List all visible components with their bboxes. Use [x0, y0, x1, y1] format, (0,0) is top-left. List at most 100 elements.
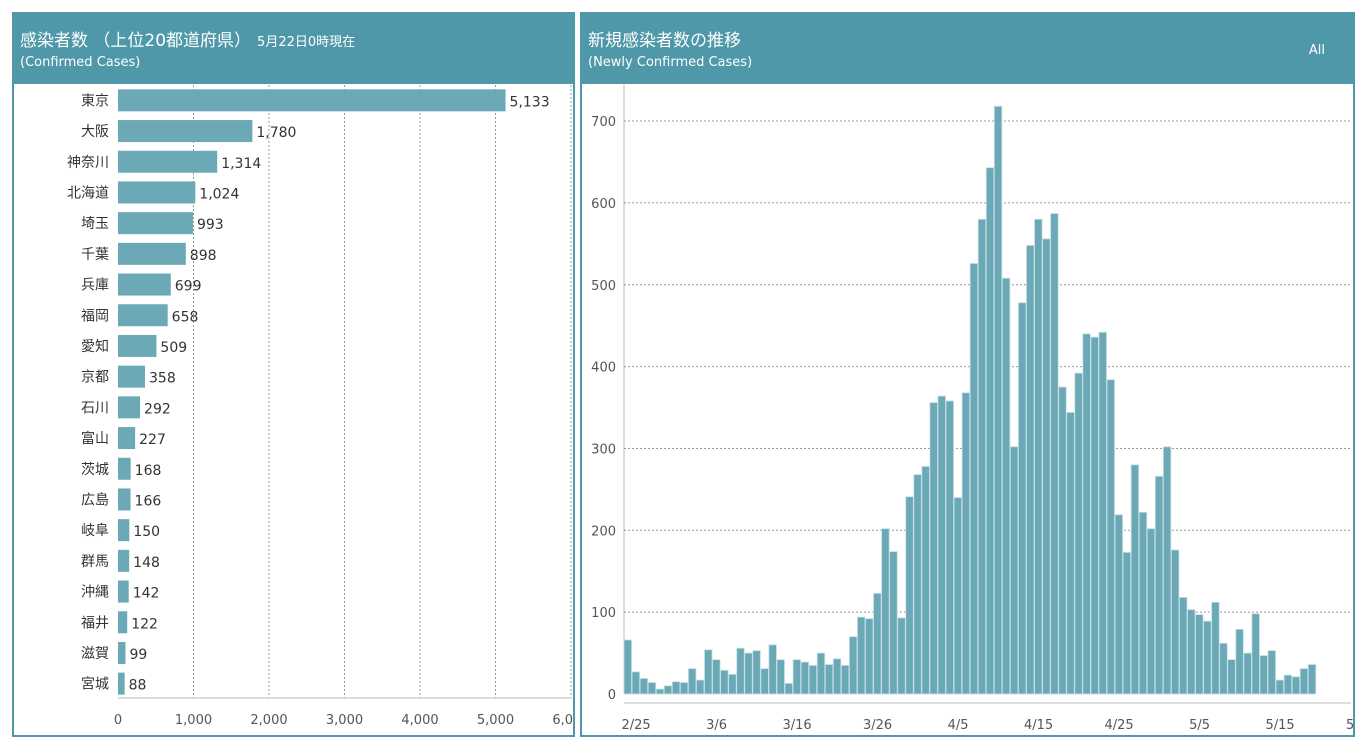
daily-bar — [816, 652, 826, 695]
daily-bar — [768, 644, 777, 695]
x-tick-label: 0 — [114, 713, 122, 728]
daily-bar — [1211, 601, 1220, 695]
bar — [118, 672, 125, 695]
daily-bar — [1122, 551, 1132, 695]
category-label: 岐阜 — [81, 522, 109, 539]
x-tick-label: 5/15 — [1265, 718, 1294, 733]
daily-bar — [639, 678, 649, 695]
bar — [118, 242, 186, 265]
daily-bar — [1179, 597, 1188, 695]
daily-bar — [728, 673, 737, 695]
bar — [118, 427, 136, 450]
daily-bar — [712, 659, 721, 695]
daily-bar — [1050, 213, 1059, 695]
left-panel-header: 感染者数 （上位20都道府県） 5月22日0時現在 (Confirmed Case… — [14, 14, 573, 84]
daily-bar — [679, 682, 689, 695]
right-panel-title: 新規感染者数の推移 — [588, 31, 741, 51]
daily-bar — [993, 105, 1003, 695]
x-tick-label: 5/25 — [1346, 718, 1353, 733]
daily-bar — [1227, 659, 1236, 695]
daily-bar — [977, 218, 987, 695]
y-tick-label: 700 — [591, 115, 616, 130]
daily-bar — [800, 661, 810, 695]
all-filter-button[interactable]: All — [1308, 43, 1325, 58]
value-label: 148 — [133, 555, 160, 571]
daily-bar — [840, 664, 850, 695]
x-tick-label: 2,000 — [250, 713, 287, 728]
category-label: 京都 — [81, 370, 109, 386]
category-label: 北海道 — [67, 185, 109, 201]
category-label: 神奈川 — [67, 155, 109, 171]
bar — [118, 304, 168, 327]
x-tick-label: 3,000 — [326, 713, 363, 728]
daily-bar — [1154, 475, 1164, 695]
daily-bar — [1251, 613, 1260, 695]
value-label: 168 — [135, 463, 162, 479]
daily-bar — [1171, 549, 1180, 695]
value-label: 166 — [135, 493, 162, 509]
daily-bar — [647, 682, 657, 695]
daily-bar — [1187, 609, 1196, 695]
daily-bar — [808, 664, 818, 695]
bar — [118, 641, 126, 664]
y-tick-label: 0 — [608, 688, 616, 703]
x-tick-label: 5,000 — [477, 713, 514, 728]
daily-bar — [1259, 655, 1268, 695]
right-panel-subtitle: (Newly Confirmed Cases) — [588, 55, 753, 70]
daily-bar — [1307, 664, 1317, 695]
category-label: 沖縄 — [81, 585, 109, 601]
bar — [118, 120, 253, 143]
category-label: 福岡 — [81, 308, 109, 324]
category-label: 兵庫 — [81, 277, 109, 294]
daily-bar — [873, 592, 882, 695]
y-tick-label: 300 — [591, 442, 616, 457]
daily-bar — [953, 497, 962, 695]
daily-bar — [1162, 446, 1172, 695]
daily-bar — [1203, 620, 1212, 695]
daily-bar — [832, 658, 842, 695]
daily-bar — [1235, 628, 1244, 695]
bar — [118, 488, 131, 511]
bar — [118, 611, 128, 634]
daily-bar — [865, 618, 874, 695]
category-label: 広島 — [81, 492, 109, 508]
y-tick-label: 400 — [591, 361, 616, 376]
new-cases-panel: 新規感染者数の推移 (Newly Confirmed Cases) All 0 1… — [580, 12, 1355, 737]
category-label: 富山 — [81, 430, 109, 447]
value-label: 993 — [197, 217, 224, 233]
daily-bar — [1042, 238, 1051, 695]
daily-bar — [1026, 245, 1035, 695]
daily-bar — [848, 636, 858, 695]
category-label: 茨城 — [81, 462, 109, 478]
x-tick-label: 1,000 — [175, 713, 212, 728]
x-tick-label: 3/26 — [863, 718, 892, 733]
daily-bar — [688, 668, 697, 695]
value-label: 88 — [129, 678, 147, 694]
daily-bar — [1195, 614, 1204, 695]
daily-bar — [897, 617, 906, 695]
bar — [118, 181, 196, 204]
value-label: 292 — [144, 401, 171, 417]
daily-bar — [696, 679, 705, 695]
value-label: 358 — [149, 371, 176, 387]
value-label: 1,024 — [199, 186, 239, 202]
daily-bar — [1283, 674, 1293, 695]
daily-bar — [671, 681, 681, 695]
daily-bar — [752, 650, 761, 695]
daily-bar — [1138, 511, 1148, 695]
x-tick-label: 4/5 — [948, 718, 969, 733]
left-panel-title: 感染者数 （上位20都道府県） 5月22日0時現在 — [20, 26, 355, 51]
daily-bar — [663, 685, 673, 695]
daily-bar — [1291, 676, 1301, 695]
daily-bar — [1034, 218, 1043, 695]
daily-bar — [744, 652, 753, 695]
category-label: 石川 — [81, 400, 109, 416]
confirmed-cases-panel: 感染者数 （上位20都道府県） 5月22日0時現在 (Confirmed Case… — [12, 12, 575, 737]
category-label: 群馬 — [81, 554, 109, 570]
value-label: 509 — [160, 340, 187, 356]
value-label: 1,314 — [221, 156, 261, 172]
daily-bar — [792, 659, 802, 695]
daily-bar — [945, 400, 954, 695]
x-tick-label: 4,000 — [401, 713, 438, 728]
value-label: 99 — [129, 647, 147, 663]
